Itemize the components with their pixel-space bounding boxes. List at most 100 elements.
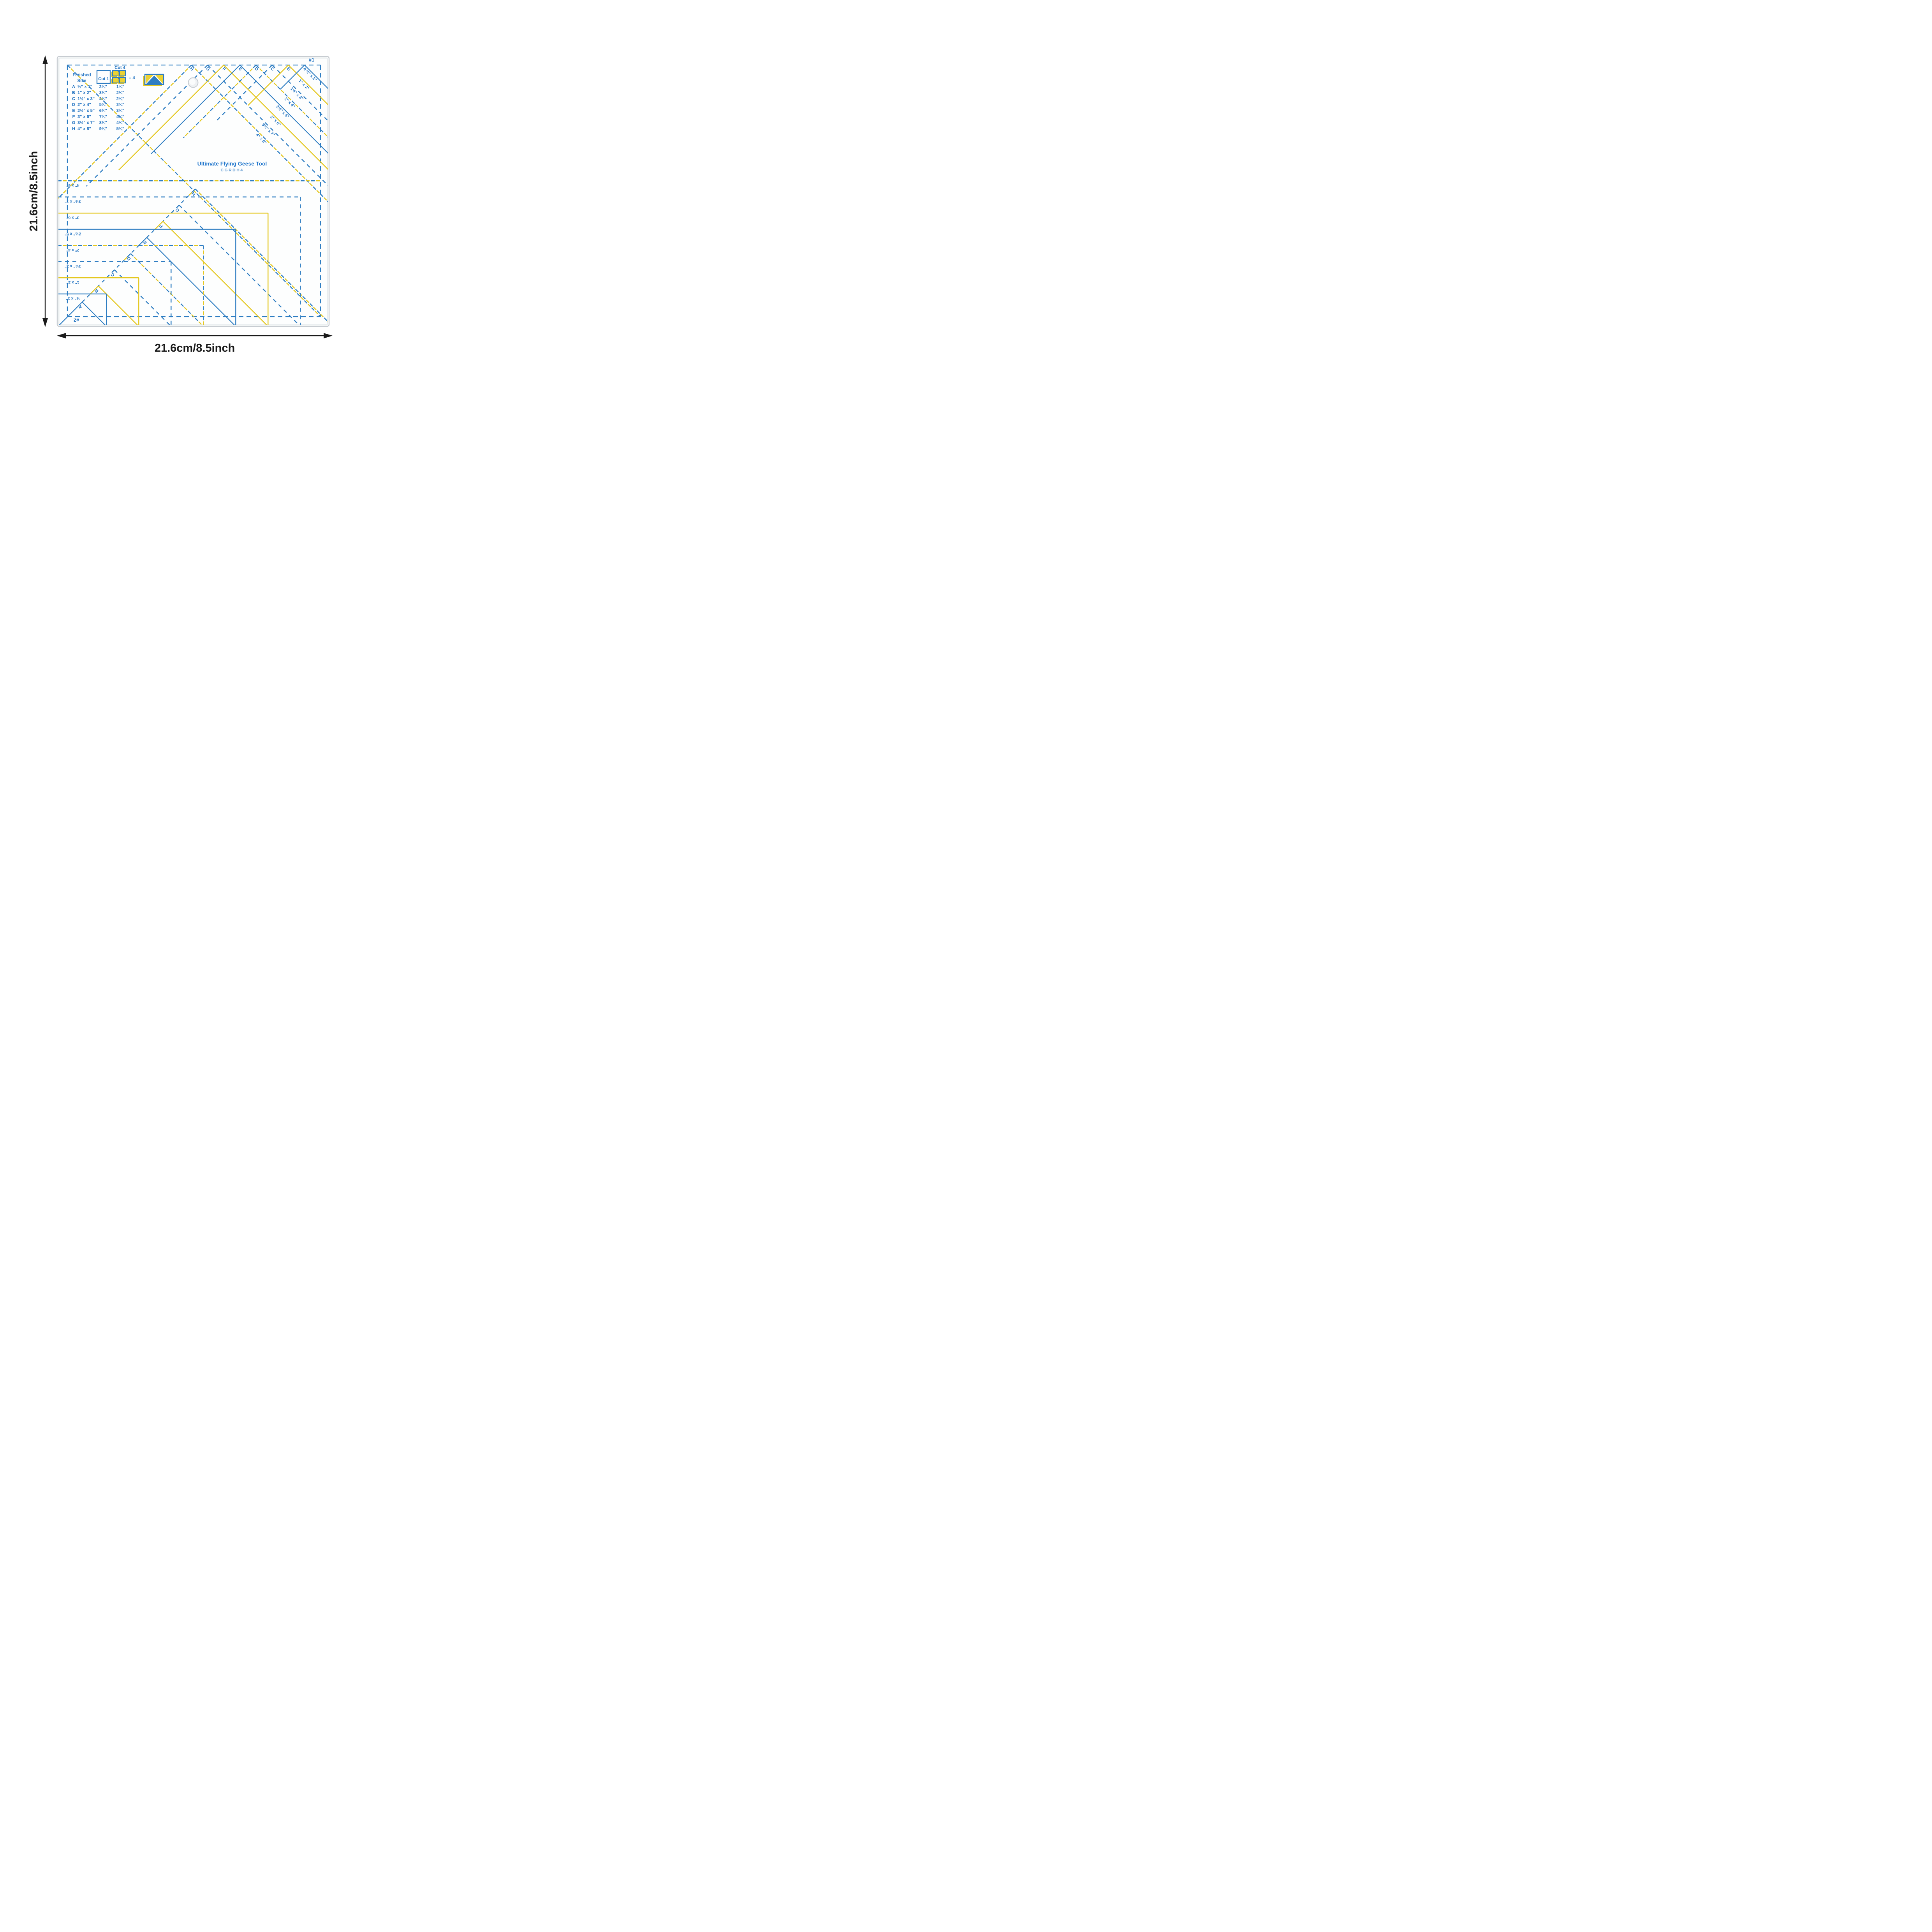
goose-right-leg — [162, 221, 268, 325]
goose-left-leg — [183, 65, 257, 138]
square — [112, 77, 119, 84]
goose-right-leg — [195, 188, 328, 322]
size-row: A ½" x 1" 2¾" 1¾" — [72, 85, 124, 89]
row-cut4-size: 5¼" — [116, 127, 125, 131]
goose-right-leg — [195, 188, 328, 322]
row-letter: H — [72, 127, 75, 131]
row-cut4-size: 4¼" — [116, 114, 125, 119]
goose-left-leg — [106, 269, 115, 279]
goose-left-leg — [215, 65, 273, 122]
goose-left-leg — [247, 65, 289, 106]
size-row: B 1" x 2" 3¾" 2¼" — [72, 90, 124, 95]
size-row: H 4" x 8" 9¾" 5¼" — [72, 127, 124, 131]
goose-right-leg — [272, 65, 328, 122]
goose-left-leg — [122, 253, 131, 263]
goose-right-leg — [288, 65, 328, 106]
cut1-label: Cut 1 — [98, 77, 109, 81]
geese-icon-goose — [146, 76, 162, 84]
finished-header: Size — [77, 79, 86, 83]
dimension-annotations: 21.6cm/8.5inch 21.6cm/8.5inch — [28, 55, 333, 354]
arrowhead-up — [42, 55, 48, 64]
finished-header: Finished — [72, 73, 91, 77]
goose-right-leg — [207, 65, 328, 186]
size-row: F 3" x 6" 7¾" 4¼" — [72, 114, 125, 119]
goose-right-leg — [130, 253, 203, 325]
row-letter: E — [72, 109, 75, 113]
dimension-label-left: 21.6cm/8.5inch — [28, 151, 40, 231]
cut4-label: Cut 4 — [114, 65, 125, 70]
row-letter: C — [72, 97, 75, 101]
goose-size-label: 4" x 8" — [66, 183, 79, 188]
row-finished-size: 1" x 2" — [77, 90, 91, 95]
goose-left-leg — [118, 65, 224, 171]
hanging-hole-inner — [189, 79, 195, 85]
goose-size-label: 1½" x 3" — [65, 264, 81, 268]
arrowhead-down — [42, 318, 48, 327]
goose-left-leg — [58, 301, 83, 325]
square — [119, 77, 126, 84]
row-letter: G — [72, 120, 76, 125]
equals-label: = 4 — [129, 76, 135, 80]
geese-icon-corner — [146, 75, 153, 84]
set2-label: #2 — [74, 317, 79, 323]
row-letter: D — [72, 102, 75, 107]
goose-size-label: 2" x 4" — [66, 248, 79, 252]
goose-right-leg — [191, 65, 328, 203]
size-row: D 2" x 4" 5¾" 3¼" — [72, 102, 124, 107]
row-finished-size: 2½" x 5" — [77, 109, 95, 113]
row-cut4-size: 3¾" — [116, 109, 125, 113]
row-finished-size: 1½" x 3" — [77, 97, 95, 101]
row-cut4-size: 2¾" — [116, 97, 125, 101]
goose-size-label: 2½" x 5" — [65, 231, 81, 236]
goose-size-label: 1" x 2" — [66, 280, 79, 285]
product-title: Ultimate Flying Geese Tool — [197, 160, 267, 167]
goose-size-label: ½" x 1" — [66, 296, 80, 301]
size-row: C 1½" x 3" 4¾" 2¾" — [72, 97, 124, 101]
goose-right-leg — [82, 301, 106, 325]
dimension-label-bottom: 21.6cm/8.5inch — [155, 342, 235, 354]
goose-right-leg — [240, 65, 328, 154]
row-cut1-size: 7¾" — [99, 114, 107, 119]
row-cut4-size: 1¾" — [116, 85, 125, 89]
goose-size-label: 3½" x 7" — [65, 199, 81, 204]
goose-left-leg — [154, 221, 164, 231]
size-row: E 2½" x 5" 6¾" 3¾" — [72, 109, 124, 113]
size-row: G 3½" x 7" 8¾" 4¾" — [72, 120, 125, 125]
goose-left-leg — [183, 65, 257, 138]
row-finished-size: 3½" x 7" — [77, 120, 95, 125]
row-cut4-size: 4¾" — [116, 120, 125, 125]
center-diagonal — [67, 65, 321, 317]
goose-left-leg — [89, 285, 99, 295]
goose-right-leg — [114, 269, 171, 325]
goose-right-leg — [179, 204, 300, 325]
row-finished-size: ½" x 1" — [77, 85, 92, 89]
goose-right-leg — [304, 65, 328, 89]
set1-label: #1 — [309, 57, 314, 63]
goose-right-leg — [146, 237, 235, 325]
goose-left-leg — [150, 65, 240, 155]
goose-left-leg — [280, 65, 305, 90]
goose-right-leg — [255, 65, 328, 138]
product-photo: H 4" x 8" G 3½" x 7" F 3" x 6" E 2½" x 5" D 2" x … — [0, 0, 386, 386]
square — [119, 70, 126, 77]
model-number: CGRDH4 — [220, 168, 243, 173]
geese-icon-corner — [155, 75, 163, 84]
row-cut1-size: 4¾" — [99, 97, 107, 101]
goose-right-leg — [98, 285, 138, 325]
row-cut4-size: 2¼" — [116, 90, 125, 95]
row-cut4-size: 3¼" — [116, 102, 125, 107]
goose-right-leg — [130, 253, 203, 325]
row-letter: B — [72, 90, 75, 95]
flying-geese-icon — [143, 74, 164, 86]
goose-left-leg — [122, 253, 131, 263]
plate-edge-sheen — [58, 57, 328, 326]
row-finished-size: 3" x 6" — [77, 114, 91, 119]
row-cut1-size: 8¾" — [99, 120, 107, 125]
cut1-square-icon — [96, 70, 111, 84]
goose-right-leg — [191, 65, 328, 203]
goose-right-leg — [255, 65, 328, 138]
square — [112, 70, 119, 77]
goose-left-leg — [186, 188, 196, 198]
goose-left-leg — [58, 65, 192, 199]
row-letter: A — [72, 85, 75, 89]
